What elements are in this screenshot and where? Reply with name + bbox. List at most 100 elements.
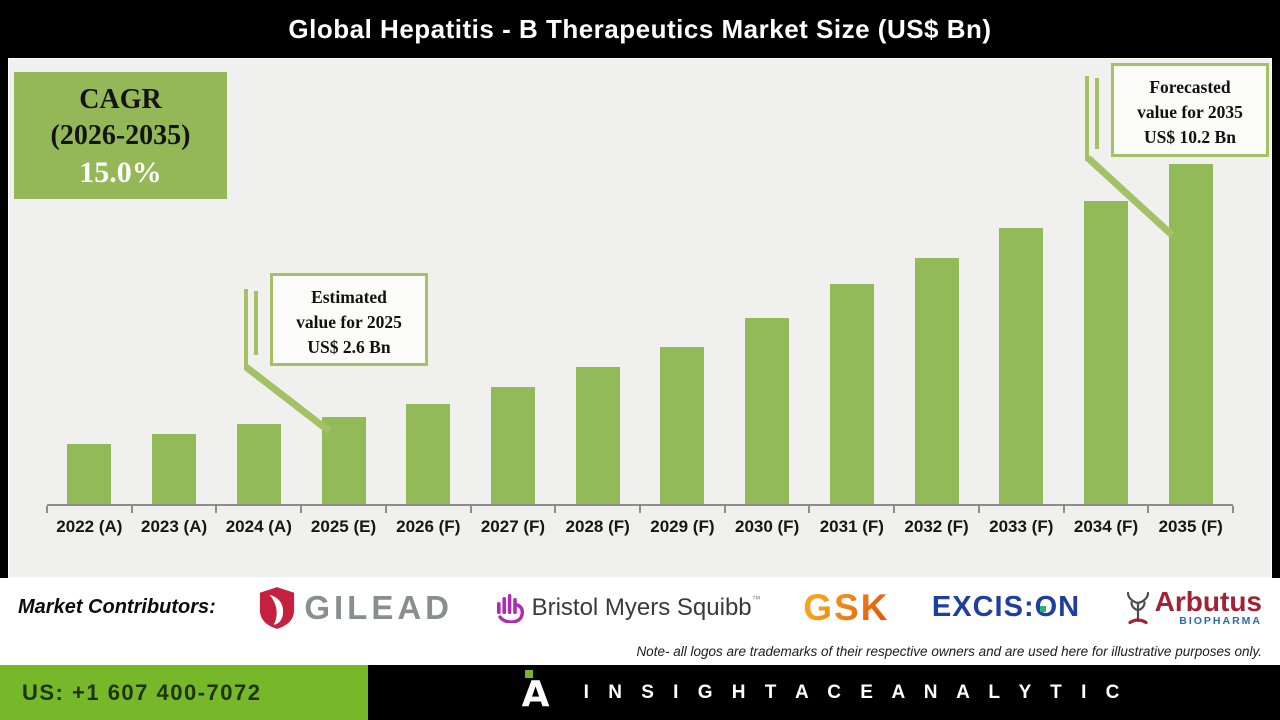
bar-slot: 2023 (A) [132,59,217,579]
gsk-logo: GSK [803,587,889,629]
estimated-callout: Estimated value for 2025 US$ 2.6 Bn [270,273,428,366]
axis-tick [1062,506,1065,513]
axis-tick [1147,506,1150,513]
gilead-logo: GILEAD [258,586,453,630]
x-label: 2028 (F) [565,517,630,536]
axis-tick [300,506,303,513]
axis-tick [384,506,387,513]
arbutus-logo: Arbutus BIOPHARMA [1123,585,1262,627]
axis-tick [554,506,557,513]
bar-2025 (E) [321,417,366,504]
estimated-line-3: US$ 2.6 Bn [307,337,391,357]
x-label: 2031 (F) [819,517,884,536]
x-label: 2029 (F) [650,517,715,536]
bms-wordmark-text: Bristol Myers Squibb [531,593,752,621]
bar-2027 (F) [490,387,535,504]
forecasted-callout: Forecasted value for 2035 US$ 10.2 Bn [1111,63,1269,157]
bar-2032 (F) [914,258,959,504]
x-label: 2030 (F) [734,517,800,536]
gilead-shield-icon [260,586,295,629]
axis-tick [46,506,48,513]
gsk-wordmark: GSK [803,586,890,628]
bms-logo: Bristol Myers Squibb™ [496,593,761,623]
contributors-label: Market Contributors: [18,596,216,618]
bar-2023 (A) [152,434,197,504]
note-strip: Note- all logos are trademarks of their … [0,637,1280,665]
bms-trademark: ™ [751,593,761,604]
arbutus-biopharma-label: BIOPHARMA [1179,614,1262,627]
x-axis [46,504,1234,513]
x-label: 2027 (F) [480,517,546,536]
bar-2030 (F) [745,318,790,504]
estimated-line-2: value for 2025 [296,312,402,332]
bars: 2022 (A) 2023 (A) 2024 (A) 2025 (E) 2026 (F)… [47,59,1233,579]
bar-slot: 2035 (F) [1148,59,1233,579]
bar-slot: 2024 (A) [216,59,301,579]
x-label: 2022 (A) [56,517,123,536]
axis-tick [808,506,811,513]
forecasted-line-1: Forecasted [1149,77,1231,97]
bar-slot: 2030 (F) [725,59,810,579]
x-label: 2025 (E) [310,517,377,536]
x-label: 2026 (F) [396,517,461,536]
arbutus-name: Arbutus [1154,585,1262,617]
axis-tick [639,506,641,513]
bar-2033 (F) [999,228,1044,504]
axis-tick [893,506,896,513]
bar-2028 (F) [575,367,620,504]
estimated-line-1: Estimated [311,287,387,307]
bar-2022 (A) [67,444,112,504]
bar-slot: 2033 (F) [979,59,1064,579]
cagr-label: CAGR [79,84,162,115]
axis-tick [130,506,133,513]
bar-2035 (F) [1168,164,1213,504]
excision-wordmark: EXCIS:ON [932,591,1080,624]
brand-block: A I N S I G H T A C E A N A L Y T I C [368,665,1280,720]
bar-2031 (F) [829,284,874,504]
phone-block: US: +1 607 400-7072 [0,665,368,720]
x-label: 2032 (F) [904,517,969,536]
cagr-box: CAGR (2026-2035) 15.0% [14,72,227,199]
bar-2024 (A) [236,424,281,504]
bar-2026 (F) [406,404,451,504]
bar-slot: 2034 (F) [1064,59,1149,579]
page-title: Global Hepatitis - B Therapeutics Market… [288,13,992,44]
axis-tick [1232,506,1234,513]
brand-a-letter: A [521,673,550,715]
forecasted-line-2: value for 2035 [1137,102,1243,122]
bar-slot: 2026 (F) [386,59,471,579]
brand-name: I N S I G H T A C E A N A L Y T I C [583,681,1127,703]
axis-tick [723,506,726,513]
chart-panel: CAGR (2026-2035) 15.0% 2022 (A) 2023 (A) 2… [8,58,1272,578]
bar-slot: 2031 (F) [809,59,894,579]
bar-slot: 2027 (F) [471,59,556,579]
excision-colon: : [1023,591,1035,623]
axis-tick [215,506,218,513]
plot-area: 2022 (A) 2023 (A) 2024 (A) 2025 (E) 2026 (F)… [46,59,1234,579]
x-label: 2023 (A) [141,517,208,536]
bar-slot: 2029 (F) [640,59,725,579]
contributors-strip: Market Contributors: GILEAD Bristol Myer… [0,578,1280,637]
axis-tick [469,506,472,513]
forecasted-line-3: US$ 10.2 Bn [1144,127,1236,147]
brand-a-icon: A [521,669,556,715]
x-label: 2034 (F) [1073,517,1139,536]
bms-wordmark: Bristol Myers Squibb™ [532,594,761,622]
bar-slot: 2022 (A) [47,59,132,579]
gilead-wordmark: GILEAD [304,588,454,626]
footer: US: +1 607 400-7072 A I N S I G H T A C … [0,665,1280,720]
brand-green-square-icon [524,669,533,678]
bar-slot: 2032 (F) [894,59,979,579]
title-bar: Global Hepatitis - B Therapeutics Market… [0,0,1280,58]
arbutus-tree-icon [1126,591,1149,624]
arbutus-wordmark: Arbutus BIOPHARMA [1154,585,1262,627]
excision-logo: EXCIS:ON [932,591,1080,624]
x-label: 2024 (A) [225,517,292,536]
cagr-period: (2026-2035) [50,120,191,151]
x-label: 2035 (F) [1158,517,1223,536]
bms-hand-icon [496,593,524,623]
axis-tick [977,506,980,513]
trademark-note: Note- all logos are trademarks of their … [636,643,1262,659]
x-label: 2033 (F) [989,517,1054,536]
cagr-value: 15.0% [79,156,162,189]
